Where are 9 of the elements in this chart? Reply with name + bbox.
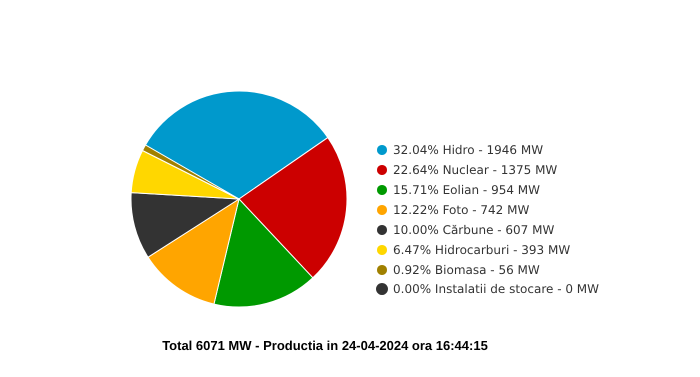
legend-label: 32.04% Hidro - 1946 MW: [393, 143, 544, 157]
text: Total 6071 MW - Productia in 24-04-2024 ora 16:44:15: [162, 338, 488, 353]
legend-label: 0.92% Biomasa - 56 MW: [393, 263, 540, 277]
legend-label: 10.00% Cărbune - 607 MW: [393, 223, 554, 237]
legend-label: 0.00% Instalatii de stocare - 0 MW: [393, 282, 600, 296]
legend-label: 22.64% Nuclear - 1375 MW: [393, 163, 558, 177]
legend-label: 15.71% Eolian - 954 MW: [393, 183, 540, 197]
legend-label: 6.47% Hidrocarburi - 393 MW: [393, 243, 570, 257]
legend-label: 12.22% Foto - 742 MW: [393, 203, 530, 217]
